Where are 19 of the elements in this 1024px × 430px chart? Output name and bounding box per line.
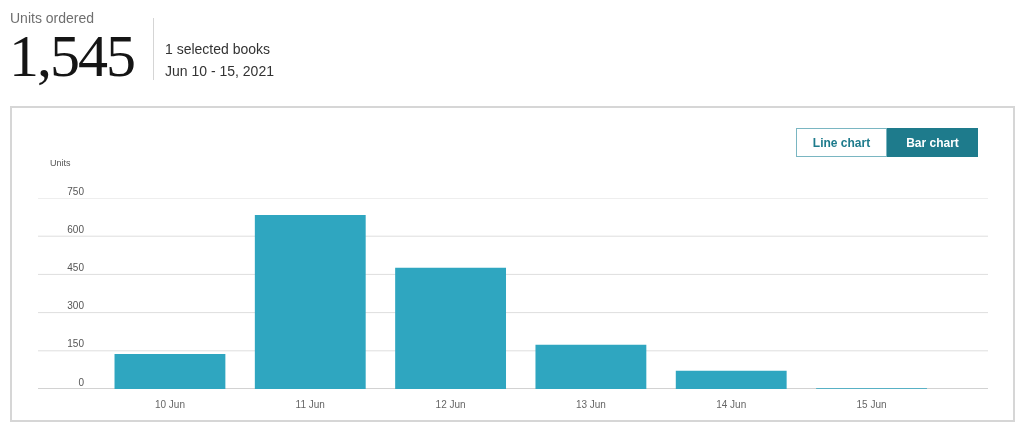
x-tick-label: 14 Jun (716, 399, 747, 410)
x-tick-label: 12 Jun (435, 399, 466, 410)
x-tick-label: 10 Jun (154, 399, 185, 410)
text: Jun 10 - 15, 2021 (165, 63, 274, 79)
y-tick-label: 150 (67, 338, 85, 350)
x-tick-label: 15 Jun (856, 399, 887, 410)
toggle-button[interactable]: Line chart (796, 128, 887, 157)
text: 1,545 (9, 23, 134, 89)
y-tick-label: 450 (67, 261, 85, 273)
y-axis-title: Units (50, 158, 71, 168)
x-tick-label: 11 Jun (295, 399, 325, 410)
x-tick-label: 13 Jun (575, 399, 606, 410)
text: 1 selected books (165, 41, 271, 57)
y-tick-label: 300 (67, 300, 85, 312)
y-tick-label: 0 (78, 376, 85, 388)
toggle-button[interactable]: Bar chart (887, 128, 978, 157)
y-tick-label: 750 (67, 185, 85, 197)
chart-title: Units ordered (10, 10, 95, 26)
y-tick-label: 600 (67, 223, 85, 235)
